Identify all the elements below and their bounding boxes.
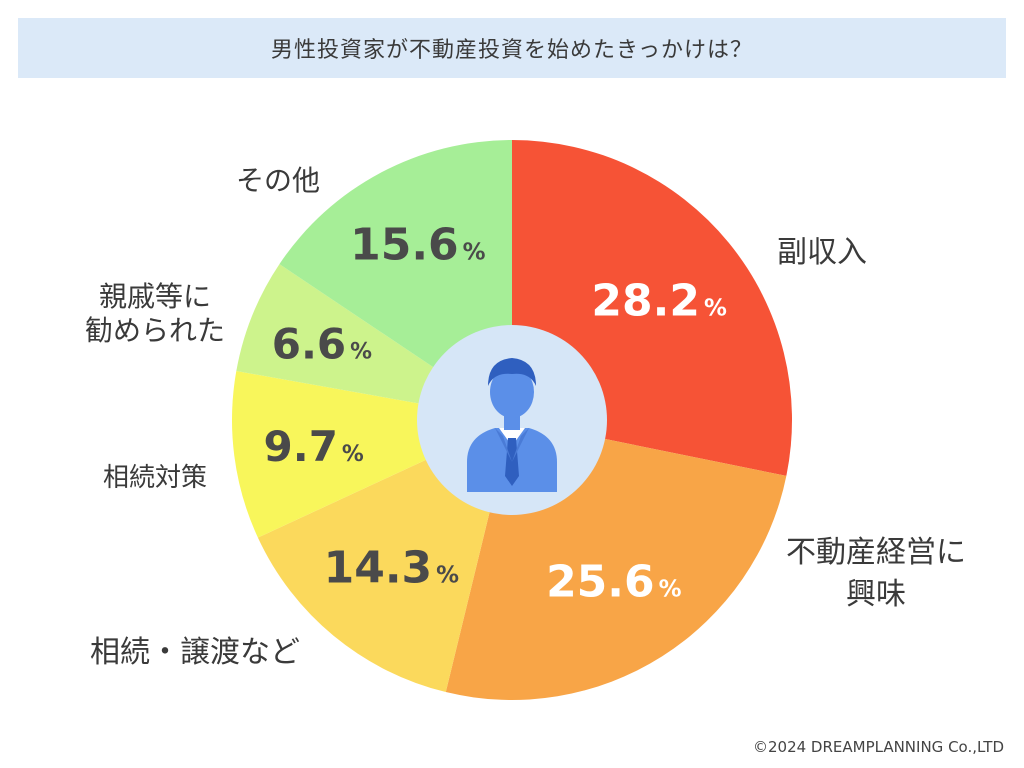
copyright: ©2024 DREAMPLANNING Co.,LTD xyxy=(752,738,1004,756)
category-label: 不動産経営に興味 xyxy=(786,535,966,612)
value-label: 6.6% xyxy=(272,319,372,368)
category-label: 副収入 xyxy=(777,235,867,270)
value-label: 14.3% xyxy=(324,543,460,594)
value-label: 15.6% xyxy=(350,219,486,270)
category-label: 相続・譲渡など xyxy=(90,635,300,670)
value-label: 28.2% xyxy=(591,276,727,327)
businessman-icon xyxy=(467,358,557,492)
value-label: 9.7% xyxy=(264,422,364,471)
title-bar: 男性投資家が不動産投資を始めたきっかけは？ xyxy=(18,18,1006,78)
chart-title: 男性投資家が不動産投資を始めたきっかけは？ xyxy=(270,38,754,63)
category-label: 相続対策 xyxy=(103,463,207,493)
value-label: 25.6% xyxy=(546,556,682,607)
category-label: 親戚等に勧められた xyxy=(85,280,225,347)
value-labels: 28.2 % 25.6 % 14.3 % 9.7 % 6.6 % 15.6% xyxy=(264,219,727,607)
category-label: その他 xyxy=(236,164,320,197)
